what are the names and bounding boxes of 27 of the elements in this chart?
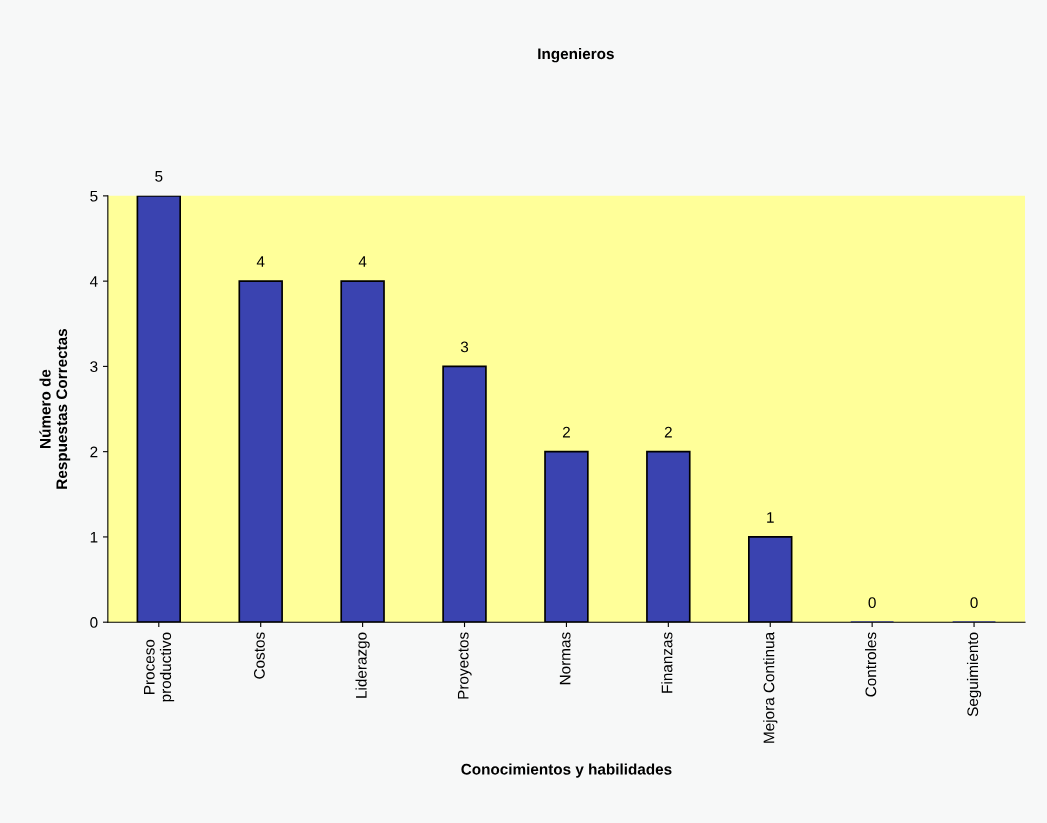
data-label: 0 [868,597,876,609]
y-tick-label: 1 [90,531,98,543]
x-tick-label: Costos [253,632,265,679]
chart-title: Ingenieros [538,47,614,63]
data-label: 4 [256,256,265,267]
data-label: 1 [767,512,774,523]
x-tick-label: Liderazgo [355,632,370,698]
x-tick-label: Finanzas [661,632,673,693]
data-label: 4 [358,256,367,267]
x-tick-label: Seguimiento [966,632,982,717]
data-label: 3 [460,341,469,353]
y-tick-label: 3 [90,361,98,373]
x-axis-title: Conocimientos y habilidades [461,763,672,778]
y-axis-title: Número de Respuestas Correctas [39,328,71,489]
y-tick-label: 0 [90,617,98,628]
y-tick-label: 5 [90,190,98,202]
data-label: 2 [664,426,672,438]
data-label: 5 [155,171,163,182]
y-tick-label: 4 [89,276,98,287]
x-tick-label: Controles [865,632,877,697]
x-tick-label: Proceso productivo [144,632,175,702]
data-label: 0 [970,597,978,609]
y-tick-label: 2 [90,446,98,458]
x-tick-label: Proyectos [457,632,472,699]
x-tick-label: Mejora Continua [763,631,778,743]
x-tick-label: Normas [559,632,571,685]
data-label: 2 [562,426,570,438]
